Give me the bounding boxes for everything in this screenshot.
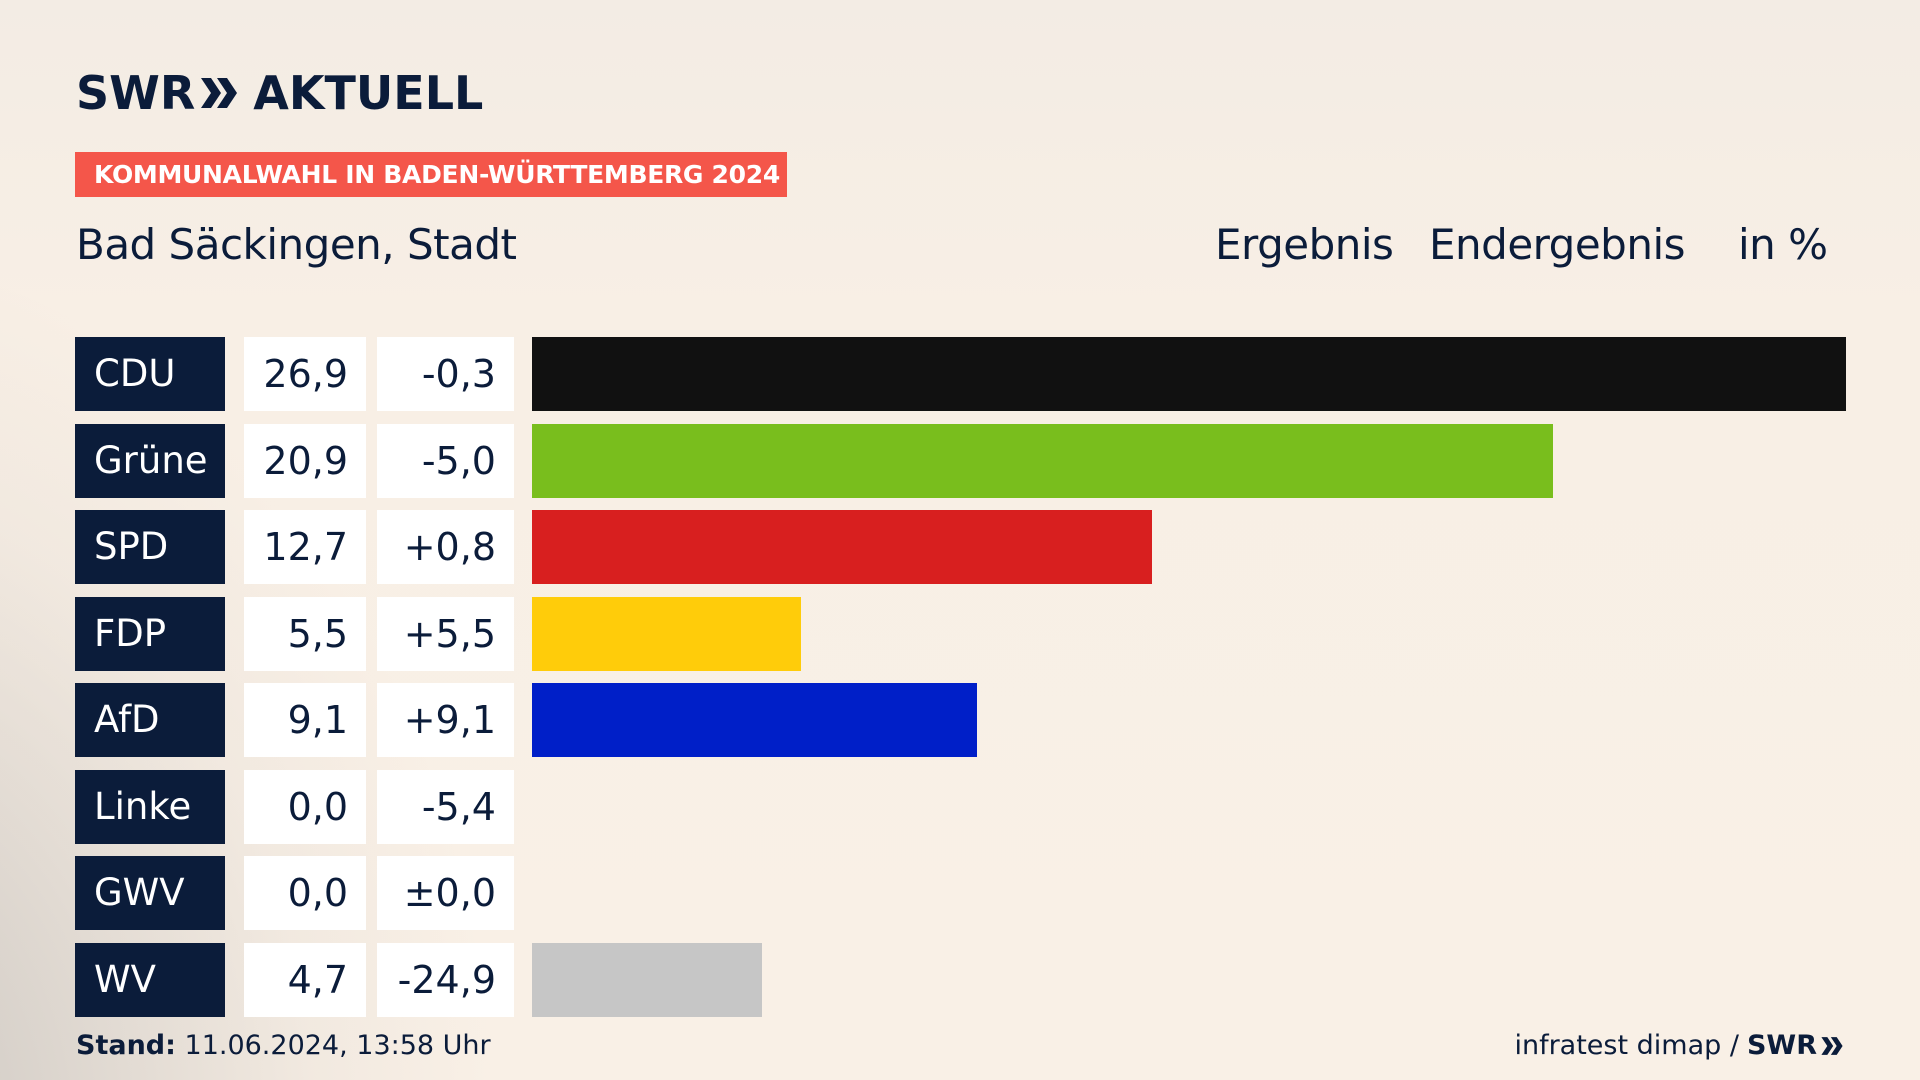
result-row: AfD 9,1 +9,1: [75, 683, 1846, 757]
result-row: Grüne 20,9 -5,0: [75, 423, 1846, 498]
party-label: FDP: [75, 596, 225, 671]
result-value: 20,9: [244, 423, 366, 498]
source-swr-text: SWR: [1746, 1030, 1817, 1061]
party-label: Linke: [75, 769, 225, 844]
timestamp: Stand: 11.06.2024, 13:58 Uhr: [76, 1030, 491, 1061]
double-chevron-icon-small: [1821, 1036, 1843, 1055]
source-credit: infratest dimap / SWR: [1514, 1030, 1844, 1061]
result-diff: ±0,0: [377, 856, 514, 930]
party-label: SPD: [75, 510, 225, 584]
result-row: SPD 12,7 +0,8: [75, 510, 1846, 584]
source-swr-logo: SWR: [1747, 1030, 1844, 1061]
header-unit: in %: [1738, 220, 1828, 269]
result-value: 0,0: [244, 769, 366, 844]
result-value: 5,5: [244, 596, 366, 671]
place-title: Bad Säckingen, Stadt: [76, 220, 517, 269]
result-bar: [532, 596, 801, 671]
party-label: WV: [75, 942, 225, 1017]
result-diff: -5,4: [377, 769, 514, 844]
swr-aktuell-logo: SWR AKTUELL: [76, 66, 483, 120]
header-final: Endergebnis: [1429, 220, 1686, 269]
result-diff: +5,5: [377, 596, 514, 671]
party-label: GWV: [75, 856, 225, 930]
result-value: 0,0: [244, 856, 366, 930]
election-banner: KOMMUNALWAHL IN BADEN-WÜRTTEMBERG 2024: [75, 152, 787, 197]
result-value: 4,7: [244, 942, 366, 1017]
source-text: infratest dimap /: [1514, 1030, 1739, 1061]
result-bar: [532, 337, 1846, 411]
result-row: CDU 26,9 -0,3: [75, 337, 1846, 411]
party-label: CDU: [75, 337, 225, 411]
result-diff: -0,3: [377, 337, 514, 411]
result-bar: [532, 510, 1153, 584]
result-diff: +0,8: [377, 510, 514, 584]
result-row: Linke 0,0 -5,4: [75, 769, 1846, 844]
timestamp-value: 11.06.2024, 13:58 Uhr: [184, 1030, 491, 1061]
result-bar: [532, 423, 1553, 498]
timestamp-label: Stand:: [76, 1030, 176, 1061]
result-bar: [532, 683, 977, 757]
header-result: Ergebnis: [1215, 220, 1394, 269]
result-row: GWV 0,0 ±0,0: [75, 856, 1846, 930]
result-diff: +9,1: [377, 683, 514, 757]
result-diff: -24,9: [377, 942, 514, 1017]
logo-aktuell-text: AKTUELL: [253, 66, 484, 120]
result-value: 12,7: [244, 510, 366, 584]
result-value: 26,9: [244, 337, 366, 411]
party-label: AfD: [75, 683, 225, 757]
result-diff: -5,0: [377, 423, 514, 498]
result-value: 9,1: [244, 683, 366, 757]
result-row: WV 4,7 -24,9: [75, 942, 1846, 1017]
party-label: Grüne: [75, 423, 225, 498]
result-bar: [532, 942, 762, 1017]
logo-swr-text: SWR: [76, 66, 196, 120]
result-row: FDP 5,5 +5,5: [75, 596, 1846, 671]
double-chevron-icon: [201, 78, 238, 108]
